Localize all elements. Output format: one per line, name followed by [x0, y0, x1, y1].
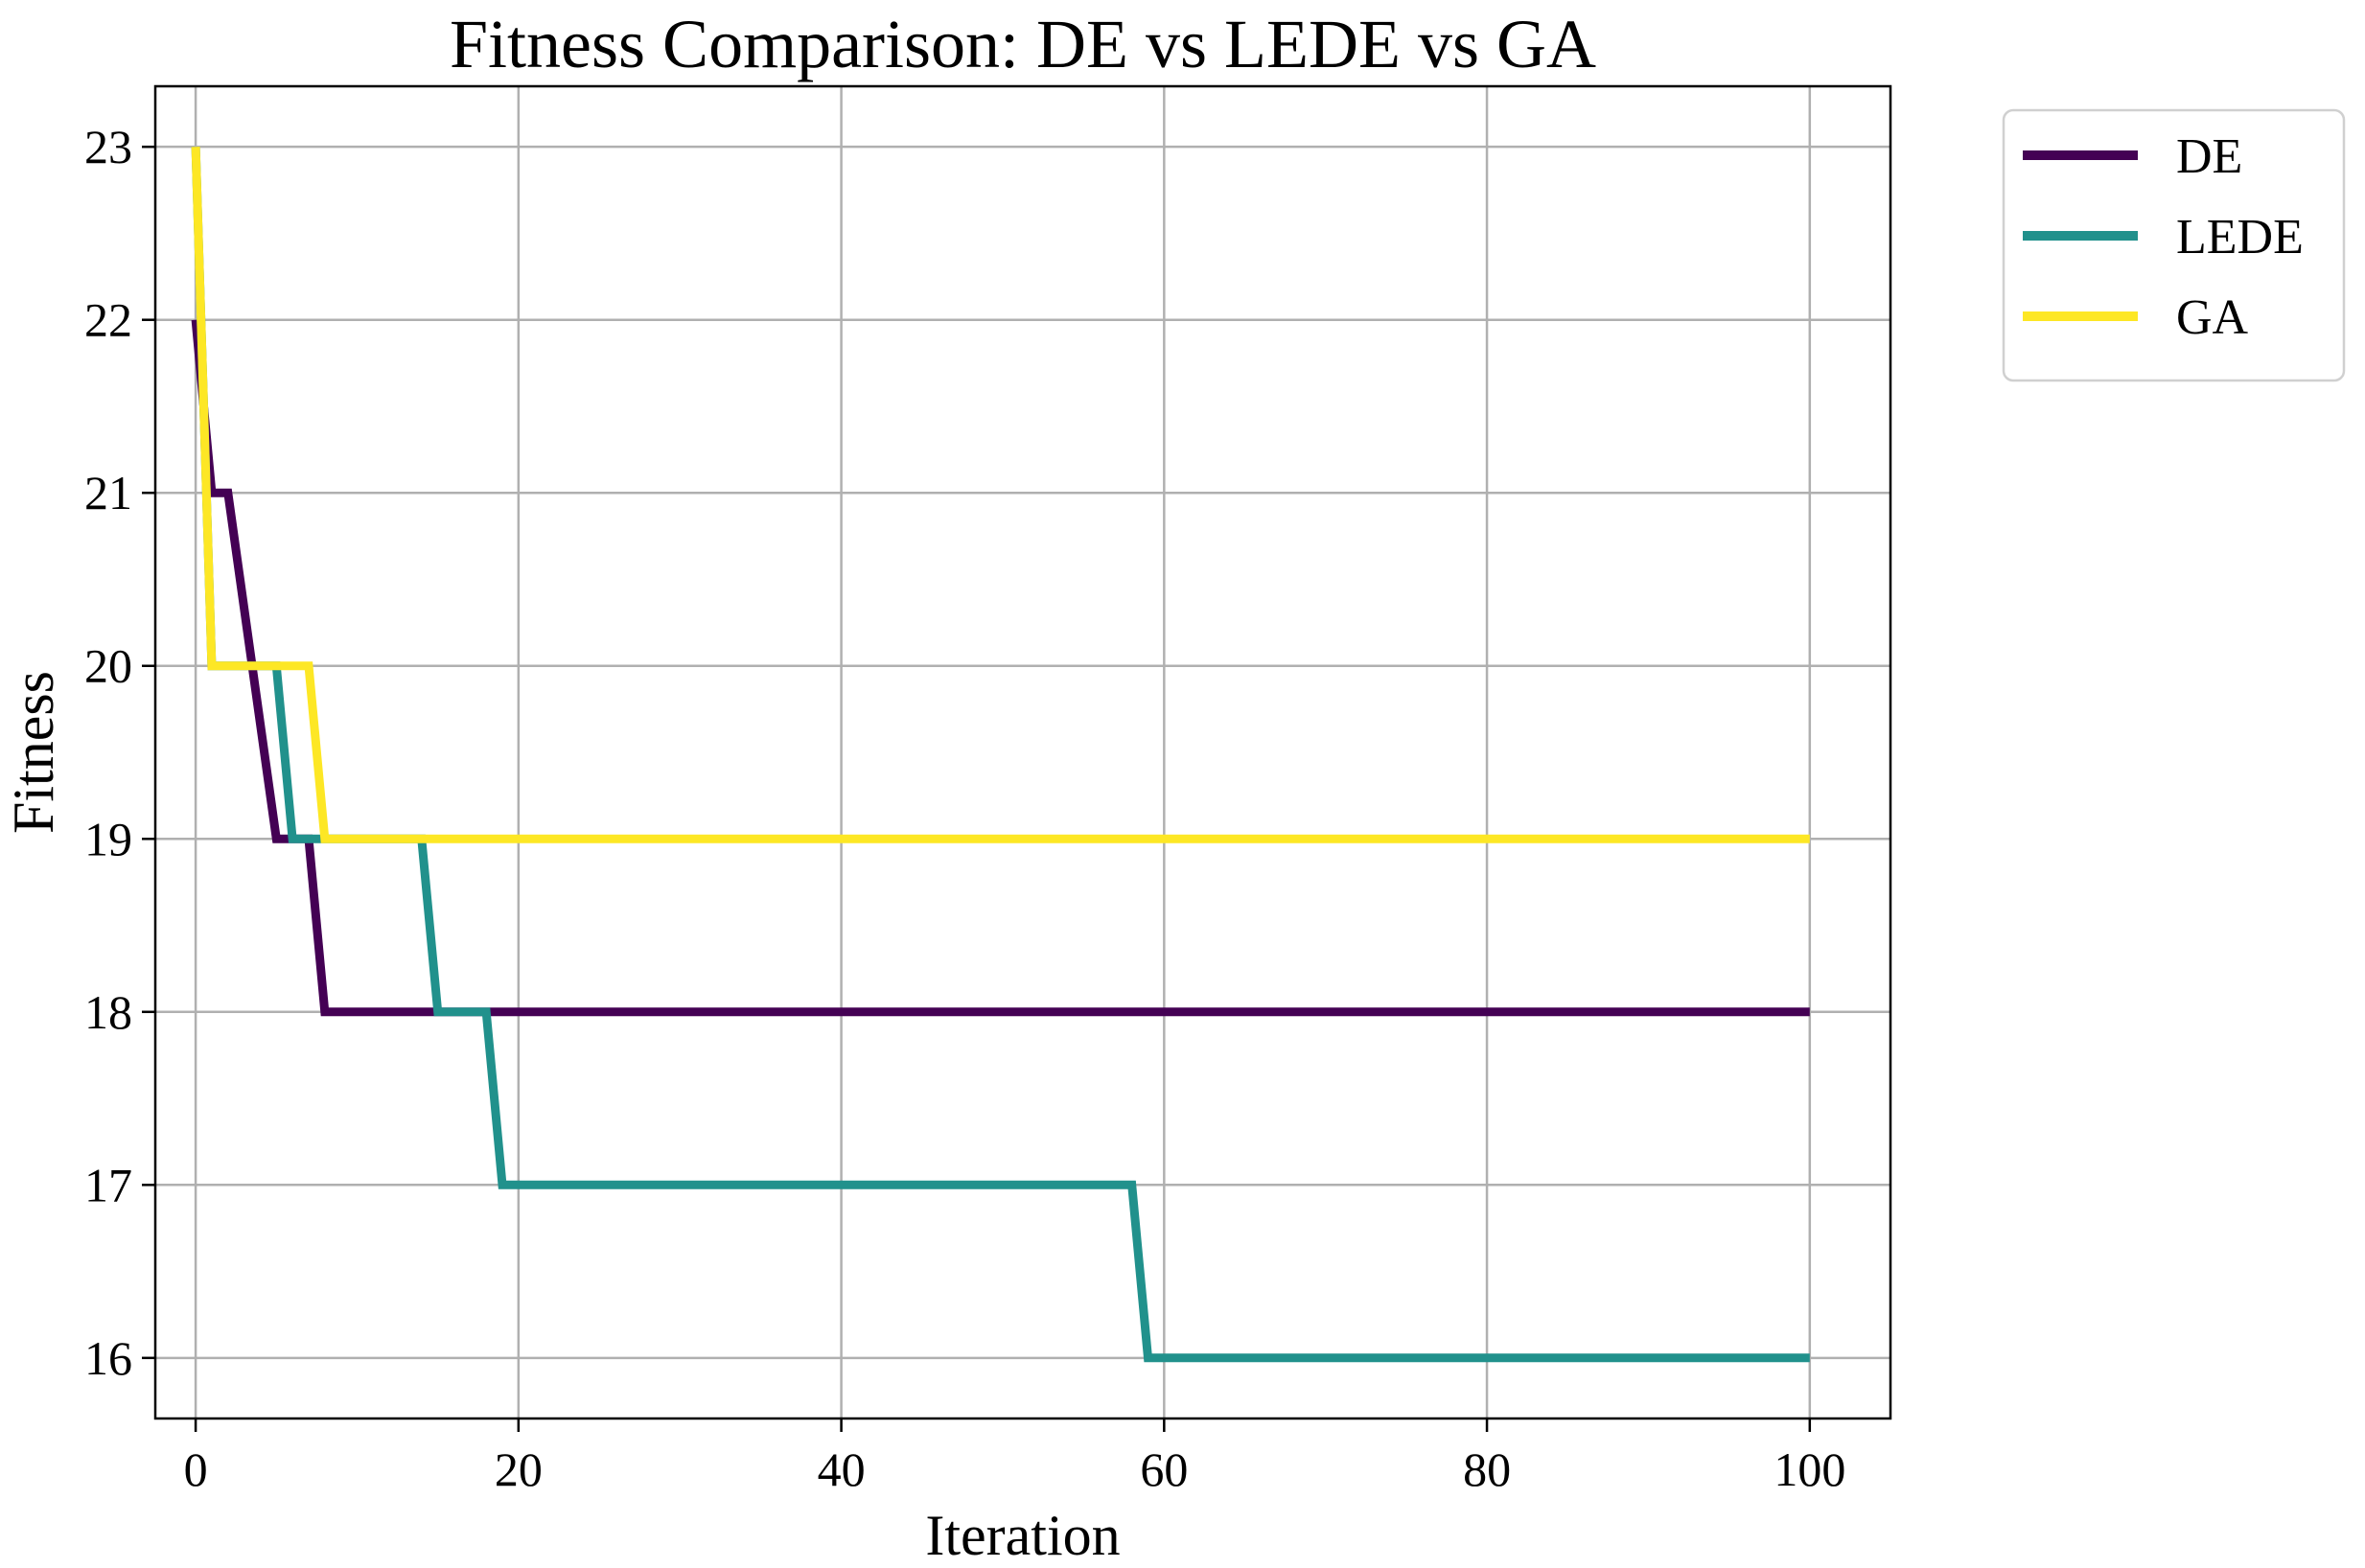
x-axis-label: Iteration: [925, 1504, 1120, 1567]
y-tick-label: 18: [84, 985, 132, 1039]
x-axis: 0 20 40 60 80 100: [184, 1418, 1845, 1496]
y-axis-label: Fitness: [2, 671, 65, 834]
legend-label-de: DE: [2176, 129, 2242, 184]
y-tick-label: 17: [84, 1158, 132, 1211]
y-axis: 16 17 18 19 20 21 22 23: [84, 120, 155, 1385]
series-line-ga: [191, 147, 1810, 843]
x-tick-label: 60: [1140, 1442, 1188, 1496]
x-tick-label: 100: [1774, 1442, 1845, 1496]
x-tick-label: 20: [495, 1442, 543, 1496]
x-tick-label: 80: [1463, 1442, 1511, 1496]
plot-frame: [153, 84, 1892, 1420]
y-tick-label: 16: [84, 1331, 132, 1385]
series-lines: [191, 147, 1810, 1363]
y-tick-label: 22: [84, 293, 132, 347]
y-tick-label: 20: [84, 639, 132, 693]
series-line-de: [191, 319, 1810, 1017]
legend-label-lede: LEDE: [2176, 210, 2304, 265]
legend-label-ga: GA: [2176, 290, 2249, 345]
y-tick-label: 19: [84, 812, 132, 865]
y-tick-label: 23: [84, 120, 132, 173]
legend: DE LEDE GA: [2002, 108, 2346, 382]
x-tick-label: 0: [184, 1442, 208, 1496]
x-tick-label: 40: [818, 1442, 866, 1496]
y-tick-label: 21: [84, 466, 132, 519]
chart-title: Fitness Comparison: DE vs LEDE vs GA: [450, 6, 1596, 82]
